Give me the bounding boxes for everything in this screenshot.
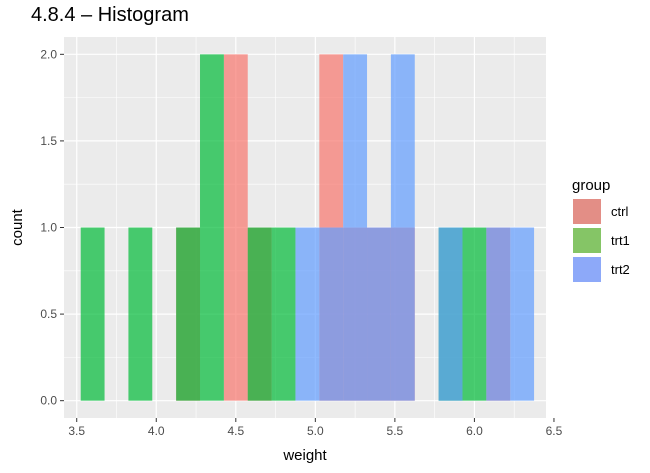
bar-trt1 (200, 54, 224, 401)
x-tick-label: 4.5 (227, 424, 244, 438)
legend-label: trt1 (611, 233, 630, 248)
legend-swatch-trt1 (573, 228, 601, 253)
bar-trt2 (343, 54, 368, 401)
bar-trt2 (295, 227, 320, 401)
y-tick-label: 1.0 (40, 221, 57, 235)
bar-trt1 (176, 227, 201, 401)
x-tick-label: 5.5 (387, 424, 404, 438)
bar-trt2 (390, 54, 415, 401)
bar-trt1 (128, 227, 153, 401)
bar-trt1 (80, 227, 105, 401)
y-tick-label: 0.5 (40, 307, 57, 321)
bars (80, 54, 535, 401)
legend-label: ctrl (611, 204, 628, 219)
legend-label: trt2 (611, 262, 630, 277)
x-tick-label: 6.5 (546, 424, 563, 438)
x-tick-label: 5.0 (307, 424, 324, 438)
x-tick-label: 4.0 (148, 424, 165, 438)
y-tick-label: 1.5 (40, 134, 57, 148)
bar-trt2 (319, 227, 344, 401)
y-axis-title: count (9, 208, 26, 246)
legend: group ctrl trt1 trt2 (572, 177, 630, 282)
bar-trt2 (486, 227, 511, 401)
x-axis-title: weight (282, 447, 327, 464)
bar-trt1 (462, 227, 487, 401)
legend-swatch-trt2 (573, 257, 601, 282)
bar-ctrl (223, 54, 248, 401)
y-tick-label: 0.0 (40, 394, 57, 408)
bar-trt2 (510, 227, 535, 401)
bar-trt1 (271, 227, 296, 401)
y-tick-label: 2.0 (40, 47, 57, 61)
legend-swatch-ctrl (573, 199, 601, 224)
axes: 3.5 4.0 4.5 5.0 5.5 6.0 6.5 0.0 0.5 1.0 1.5 2.0 (40, 47, 562, 438)
legend-title: group (572, 177, 610, 194)
bar-trt2 (438, 227, 463, 401)
bar-trt2 (367, 227, 391, 401)
x-tick-label: 3.5 (68, 424, 85, 438)
x-tick-label: 6.0 (466, 424, 483, 438)
bar-trt1 (247, 227, 272, 401)
chart-title: 4.8.4 – Histogram (31, 4, 189, 26)
